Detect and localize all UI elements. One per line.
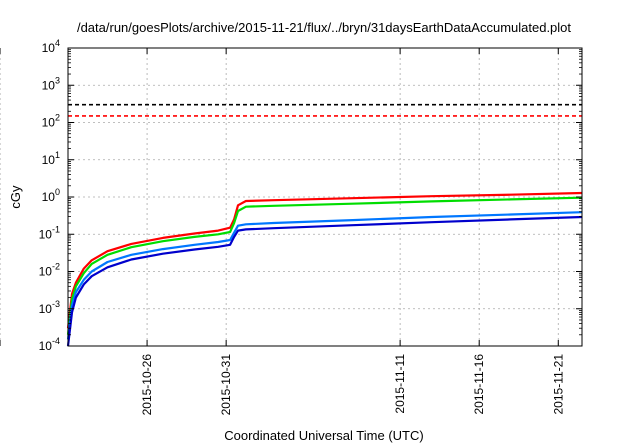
chart-title: /data/run/goesPlots/archive/2015-11-21/f…: [77, 20, 571, 35]
series-line-3: [66, 211, 583, 340]
y-tick-label: 10-3: [39, 299, 60, 316]
y-tick-label: 10-1: [39, 224, 60, 241]
threshold-lines: [68, 103, 582, 117]
series-group: [66, 191, 583, 347]
y-axis-label: cGy: [8, 185, 23, 209]
y-tick-label: 103: [42, 75, 60, 92]
series-line-4: [66, 215, 583, 347]
y-tick-label: 101: [42, 150, 60, 167]
x-axis-label: Coordinated Universal Time (UTC): [224, 428, 423, 443]
y-tick-label: 10-2: [39, 262, 60, 279]
x-tick-label: 2015-11-16: [472, 354, 486, 415]
series-line-1: [66, 191, 583, 329]
y-tick-label: 102: [42, 113, 60, 130]
y-tick-label: 100: [42, 187, 60, 204]
y-tick-label: 104: [42, 38, 60, 55]
x-tick-label: 2015-10-26: [140, 354, 154, 416]
y-tick-label: 10-4: [39, 336, 60, 353]
x-tick-label: 2015-11-11: [393, 354, 407, 414]
series-line-2: [66, 196, 583, 335]
x-axis-ticks: 2015-10-262015-10-312015-11-12015-11-620…: [0, 0, 565, 415]
grid: [0, 48, 582, 346]
x-tick-label: 2015-11-21: [551, 354, 565, 415]
x-tick-label: 2015-10-31: [219, 354, 233, 416]
